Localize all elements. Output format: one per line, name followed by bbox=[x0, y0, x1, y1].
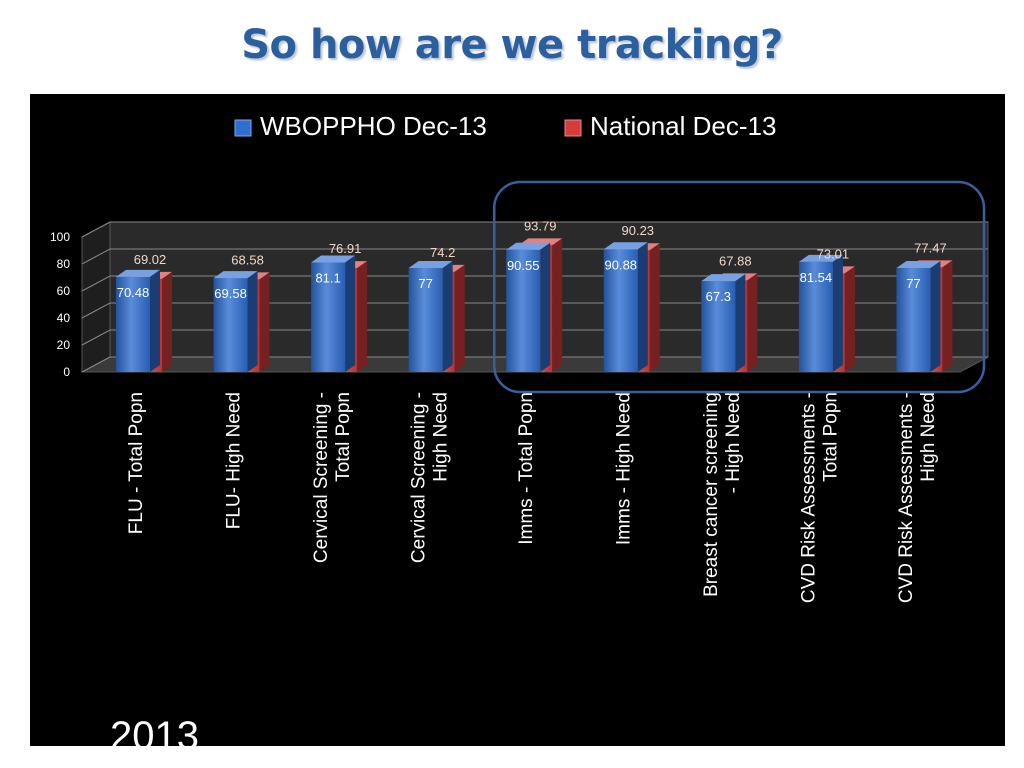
x-category-label-line: CVD Risk Assessments - bbox=[799, 392, 820, 603]
slide-title: So how are we tracking? bbox=[241, 22, 783, 68]
wboppho-bar bbox=[603, 249, 638, 372]
national-data-label: 68.58 bbox=[231, 252, 264, 267]
national-bar-side bbox=[649, 243, 660, 372]
wboppho-bar-side bbox=[345, 255, 356, 372]
y-tick-label: 40 bbox=[57, 311, 71, 325]
x-category-label-line: Cervical Screening - bbox=[408, 392, 429, 563]
year-label: 2013 bbox=[110, 714, 199, 758]
gridline bbox=[81, 356, 988, 373]
wboppho-data-label: 77 bbox=[418, 276, 432, 291]
national-bar-side bbox=[357, 261, 368, 372]
wboppho-bar-side bbox=[442, 261, 453, 372]
wboppho-bar-top bbox=[896, 261, 941, 269]
chart-side-wall bbox=[81, 221, 111, 373]
national-data-label: 69.02 bbox=[134, 252, 167, 267]
national-data-label: 77.47 bbox=[914, 240, 947, 255]
wboppho-bar-side bbox=[832, 254, 843, 372]
national-data-label: 93.79 bbox=[524, 218, 557, 233]
wboppho-bar-top bbox=[701, 274, 746, 282]
wboppho-data-label: 67.3 bbox=[706, 289, 731, 304]
x-category-label: Imms - Total Popn bbox=[516, 392, 537, 545]
gridline bbox=[81, 275, 988, 292]
wboppho-bar-top bbox=[311, 255, 356, 263]
wboppho-data-label: 77 bbox=[906, 276, 920, 291]
x-category-label-line: CVD Risk Assessments - bbox=[896, 392, 917, 603]
x-category-label: Cervical Screening - Total Popn bbox=[311, 392, 354, 563]
wboppho-bar-side bbox=[150, 269, 160, 372]
wboppho-bar bbox=[701, 281, 736, 372]
x-category-label: CVD Risk Assessments - Total Popn bbox=[799, 392, 842, 603]
wboppho-bar-top bbox=[116, 269, 160, 277]
wboppho-bar-side bbox=[735, 274, 746, 372]
legend-swatch-national bbox=[564, 119, 582, 137]
x-category-label-line: FLU - Total Popn bbox=[126, 392, 147, 534]
wboppho-bar bbox=[116, 276, 150, 372]
x-category-label: FLU- High Need bbox=[223, 392, 244, 529]
y-tick-label: 20 bbox=[57, 338, 71, 352]
national-bar-side bbox=[942, 260, 953, 372]
wboppho-data-label: 90.55 bbox=[507, 258, 540, 273]
chart-area: 0 20 40 60 80 100 69.02 70.48 68.58 69.58 76.91 81.… bbox=[30, 94, 1005, 758]
wboppho-bar-side bbox=[247, 271, 258, 372]
wboppho-bar bbox=[798, 261, 833, 372]
y-tick-label: 60 bbox=[57, 284, 71, 298]
national-bar-side bbox=[454, 264, 465, 372]
wboppho-bar-top bbox=[798, 254, 843, 262]
wboppho-data-label: 81.54 bbox=[800, 270, 833, 285]
y-tick-label: 0 bbox=[63, 365, 70, 379]
wboppho-bar-top bbox=[213, 271, 258, 279]
x-category-label: CVD Risk Assessments - High Need bbox=[896, 392, 939, 603]
wboppho-bar-side bbox=[637, 242, 648, 372]
gridline bbox=[81, 221, 988, 238]
x-category-label-line: Total Popn bbox=[821, 392, 842, 482]
legend-swatch-wboppho bbox=[234, 119, 252, 137]
x-category-label-line: High Need bbox=[430, 392, 451, 482]
wboppho-data-label: 69.58 bbox=[214, 286, 247, 301]
x-category-label-line: FLU- High Need bbox=[223, 392, 244, 529]
wboppho-bar-top bbox=[603, 242, 648, 250]
x-category-label: FLU - Total Popn bbox=[126, 392, 147, 534]
wboppho-bar bbox=[311, 262, 346, 372]
highlight-box bbox=[492, 180, 986, 394]
wboppho-data-label: 90.88 bbox=[605, 257, 638, 272]
x-category-label-line: Cervical Screening - bbox=[311, 392, 332, 563]
x-category-label-line: Imms - High Need bbox=[614, 392, 635, 545]
gridline bbox=[81, 329, 988, 346]
gridline bbox=[81, 248, 988, 265]
gridline bbox=[81, 302, 988, 319]
national-bar-side bbox=[844, 266, 855, 372]
national-data-label: 74.2 bbox=[430, 245, 455, 260]
national-data-label: 76.91 bbox=[329, 241, 362, 256]
legend-label-wboppho: WBOPPHO Dec-13 bbox=[260, 111, 487, 141]
x-category-label: Breast cancer screening - High Need bbox=[701, 392, 744, 597]
wboppho-bar-top bbox=[408, 261, 453, 269]
national-data-label: 90.23 bbox=[622, 223, 655, 238]
y-tick-label: 100 bbox=[50, 230, 70, 244]
x-category-label: Imms - High Need bbox=[614, 392, 635, 545]
national-bar-side bbox=[747, 273, 758, 372]
wboppho-data-label: 81.1 bbox=[315, 271, 340, 286]
legend-label-national: National Dec-13 bbox=[590, 111, 776, 141]
x-category-label-line: - High Need bbox=[723, 392, 744, 493]
national-data-label: 73.01 bbox=[817, 246, 850, 261]
x-category-label-line: Imms - Total Popn bbox=[516, 392, 537, 545]
wboppho-bar bbox=[896, 268, 931, 372]
wboppho-bar bbox=[408, 268, 443, 372]
y-tick-label: 80 bbox=[57, 257, 71, 271]
x-category-label-line: High Need bbox=[918, 392, 939, 482]
wboppho-data-label: 70.48 bbox=[117, 285, 150, 300]
x-category-label-line: Total Popn bbox=[333, 392, 354, 482]
national-bar-side bbox=[552, 238, 563, 372]
wboppho-bar bbox=[506, 249, 541, 372]
national-data-label: 67.88 bbox=[719, 253, 752, 268]
wboppho-bar bbox=[213, 278, 248, 372]
x-category-label-line: Breast cancer screening bbox=[701, 392, 722, 597]
wboppho-bar-top bbox=[506, 242, 551, 250]
national-bar-side bbox=[162, 271, 172, 372]
national-bar-side bbox=[259, 272, 270, 372]
x-category-label: Cervical Screening - High Need bbox=[408, 392, 451, 563]
bar-chart: 0 20 40 60 80 100 69.02 70.48 68.58 69.58 76.91 81.… bbox=[50, 111, 989, 603]
wboppho-bar-side bbox=[930, 261, 941, 372]
wboppho-bar-side bbox=[540, 242, 551, 372]
